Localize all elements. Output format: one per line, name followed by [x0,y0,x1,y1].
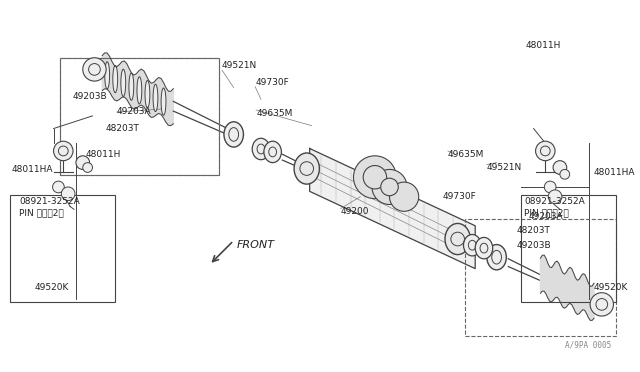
Circle shape [364,166,387,189]
Ellipse shape [137,77,142,104]
Circle shape [372,170,407,205]
Ellipse shape [475,237,493,259]
Text: 49521N: 49521N [222,61,257,70]
Text: PIN ピン〈2〉: PIN ピン〈2〉 [19,209,64,218]
Text: 48203T: 48203T [105,124,139,133]
Polygon shape [540,255,594,320]
Text: 49520K: 49520K [34,283,68,292]
Text: 49203A: 49203A [117,108,152,116]
Text: 08921-3252A: 08921-3252A [19,197,80,206]
Text: 48011H: 48011H [526,41,561,50]
Bar [465,219,616,336]
Text: 49730F: 49730F [443,192,477,201]
Bar [60,58,219,175]
Ellipse shape [264,141,282,163]
Text: 48011HA: 48011HA [594,168,636,177]
Circle shape [390,182,419,211]
Bar [521,195,616,302]
Circle shape [545,181,556,193]
Text: 49203B: 49203B [516,241,550,250]
Circle shape [536,141,555,161]
Polygon shape [102,53,173,126]
Circle shape [381,178,398,196]
Ellipse shape [145,80,150,108]
Text: 49200: 49200 [341,207,369,216]
Ellipse shape [105,62,109,89]
Text: 49635M: 49635M [448,150,484,159]
Text: A/9PA 0005: A/9PA 0005 [565,341,611,350]
Ellipse shape [129,73,134,100]
Ellipse shape [463,234,481,256]
Ellipse shape [294,153,319,184]
Circle shape [83,163,93,172]
Text: 48203T: 48203T [516,226,550,235]
Bar [60,58,219,175]
Ellipse shape [224,122,243,147]
Polygon shape [310,148,475,269]
Circle shape [83,58,106,81]
Circle shape [52,181,64,193]
Circle shape [553,161,567,174]
Ellipse shape [487,244,506,270]
Ellipse shape [153,84,158,112]
Circle shape [590,293,614,316]
Ellipse shape [113,65,118,93]
Ellipse shape [161,88,166,115]
Ellipse shape [121,69,125,96]
Circle shape [61,187,75,201]
Text: PIN ピン〈2〉: PIN ピン〈2〉 [524,209,568,218]
Circle shape [548,190,562,203]
Circle shape [353,156,396,199]
Circle shape [76,156,90,170]
Text: FRONT: FRONT [237,240,275,250]
Text: 48011H: 48011H [86,150,121,159]
Bar [10,195,115,302]
Circle shape [54,141,73,161]
Text: 49203A: 49203A [529,212,563,221]
Text: 49520K: 49520K [594,283,628,292]
Ellipse shape [445,224,470,254]
Text: 49635M: 49635M [256,109,292,118]
Text: 48011HA: 48011HA [12,165,53,174]
Ellipse shape [252,138,269,160]
Text: 49203B: 49203B [73,92,108,101]
Text: 08921-3252A: 08921-3252A [524,197,584,206]
Text: 49521N: 49521N [487,163,522,172]
Text: 49730F: 49730F [255,78,289,87]
Circle shape [560,170,570,179]
